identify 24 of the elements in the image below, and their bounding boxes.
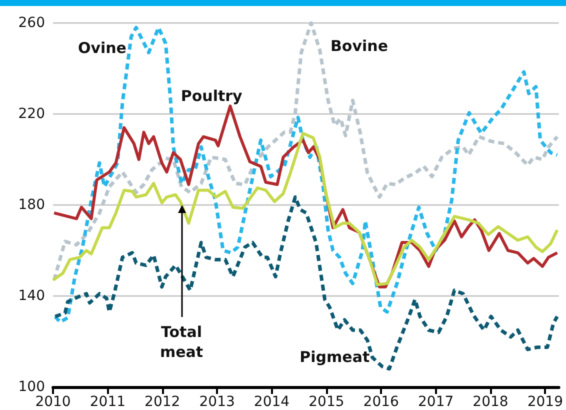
text: Total meat <box>160 322 204 362</box>
y-tick-label: 260 <box>18 15 45 31</box>
x-tick-label: 2011 <box>90 394 126 410</box>
y-tick-label: 140 <box>18 288 45 304</box>
x-tick-label: 2013 <box>199 394 235 410</box>
x-tick-label: 2015 <box>308 394 344 410</box>
y-tick-label: 220 <box>18 106 45 122</box>
series-label: Bovine <box>330 36 388 56</box>
x-tick-label: 2016 <box>363 394 400 410</box>
y-tick-label: 180 <box>18 197 45 213</box>
x-tick-label: 2018 <box>472 394 508 410</box>
y-tick-label: 100 <box>18 379 45 395</box>
line-series <box>52 21 559 282</box>
x-tick-label: 2019 <box>527 394 564 410</box>
x-tick-label: 2014 <box>254 394 290 410</box>
x-tick-label: 2010 <box>35 394 71 410</box>
line-series <box>52 132 559 286</box>
series-label: Pigmeat <box>300 347 370 368</box>
series-label: Ovine <box>78 38 126 58</box>
line-series <box>53 195 559 371</box>
x-tick-label: 2012 <box>144 394 180 410</box>
series-label: Poultry <box>180 86 242 106</box>
x-tick-label: 2017 <box>418 394 454 410</box>
line-series <box>53 26 559 324</box>
